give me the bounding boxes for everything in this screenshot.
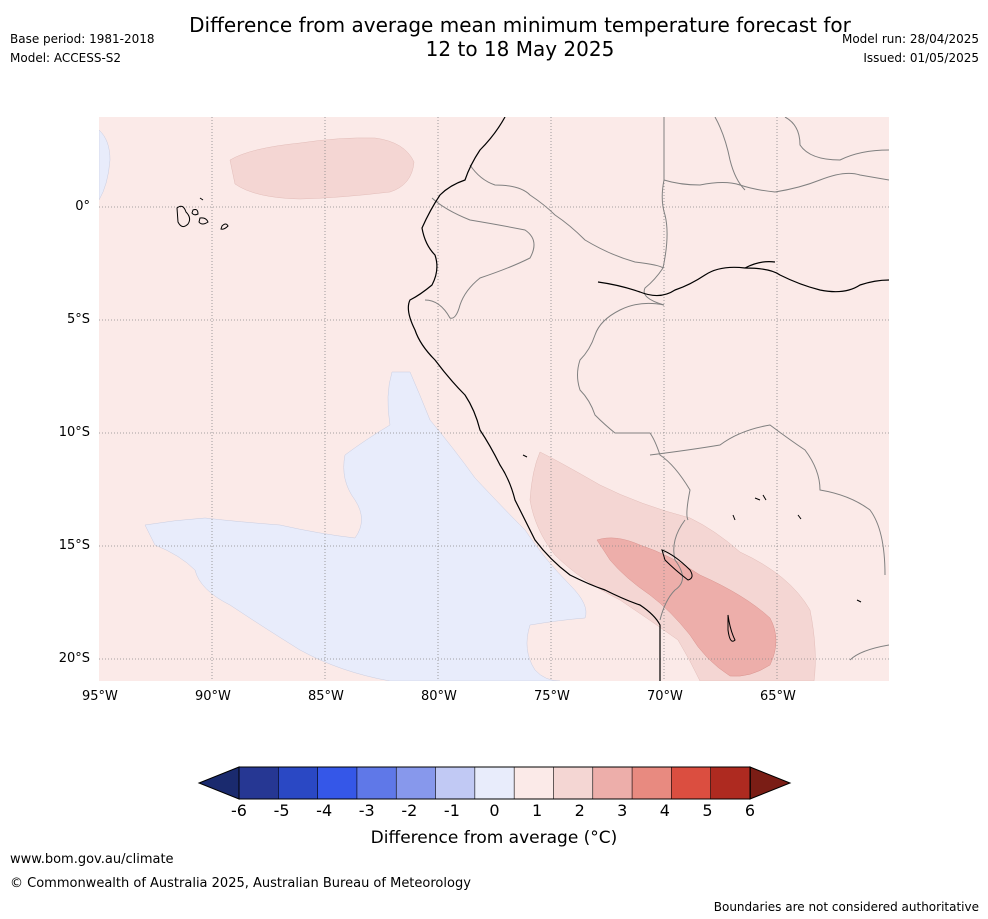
anomaly-cool-area-ocean (144, 371, 587, 681)
colorbar-cell (592, 766, 633, 800)
colorbar-cell (356, 766, 398, 800)
colorbar-tick-label: -6 (231, 801, 247, 820)
colorbar-label: Difference from average (°C) (370, 828, 618, 848)
colorbar-tick-label: -5 (273, 801, 290, 820)
colorbar-cell (317, 766, 358, 800)
colorbar-tick-label: 1 (531, 801, 543, 820)
colorbar-over-arrow (749, 766, 792, 800)
model-run: Model run: 28/04/2025 (841, 32, 979, 46)
colorbar-cell (474, 766, 515, 800)
islands (176, 197, 862, 642)
colorbar-cell (553, 766, 594, 800)
lat-label-5s: 5°S (66, 312, 90, 327)
colorbar-cell (671, 766, 712, 800)
colorbar-tick-label: -2 (401, 801, 418, 820)
colorbar-tick-label: -4 (316, 801, 333, 820)
colorbar-tick-label: 2 (574, 801, 585, 820)
copyright-notice: © Commonwealth of Australia 2025, Austra… (10, 876, 471, 891)
lon-label-65w: 65°W (760, 689, 796, 704)
colorbar-cell (710, 766, 751, 800)
lon-label-90w: 90°W (195, 689, 231, 704)
colorbar-tick-label: 3 (617, 801, 628, 820)
coastline (407, 117, 889, 681)
colorbar-cell (278, 766, 319, 800)
colorbar-cell (513, 766, 555, 800)
colorbar-tick-label: -1 (443, 801, 460, 820)
colorbar-tick-label: 4 (659, 801, 670, 820)
lat-label-15s: 15°S (58, 538, 90, 553)
lon-label-80w: 80°W (421, 689, 457, 704)
anomaly-neg-patch-northwest (99, 129, 111, 201)
lon-label-95w: 95°W (82, 689, 118, 704)
anomaly-hot-patch-altiplano (596, 537, 777, 677)
colorbar-cell (631, 766, 673, 800)
colorbar-tick-label: 0 (489, 801, 500, 820)
anomaly-warm-patch-ocean (229, 137, 415, 200)
lon-label-75w: 75°W (534, 689, 570, 704)
issued-date: Issued: 01/05/2025 (863, 51, 979, 65)
lat-label-10s: 10°S (58, 425, 90, 440)
model-name: Model: ACCESS-S2 (10, 51, 122, 65)
lon-label-70w: 70°W (647, 689, 683, 704)
colorbar-under-arrow (197, 766, 240, 800)
colorbar-tick-label: -3 (358, 801, 375, 820)
colorbar-tick-label: 5 (702, 801, 713, 820)
title-line-1: Difference from average mean minimum tem… (189, 13, 851, 37)
lat-label-20s: 20°S (58, 651, 90, 666)
colorbar-cell (435, 766, 476, 800)
colorbar-tick-label: 6 (744, 801, 756, 820)
colorbar (197, 766, 792, 800)
lon-label-85w: 85°W (308, 689, 344, 704)
base-period: Base period: 1981-2018 (10, 32, 155, 46)
country-borders (424, 117, 889, 661)
title-line-2: 12 to 18 May 2025 (425, 37, 615, 61)
lat-label-0: 0° (75, 199, 90, 214)
website-link[interactable]: www.bom.gov.au/climate (10, 852, 174, 867)
boundary-disclaimer: Boundaries are not considered authoritat… (713, 900, 979, 914)
colorbar-cell (238, 766, 280, 800)
colorbar-cell (395, 766, 437, 800)
